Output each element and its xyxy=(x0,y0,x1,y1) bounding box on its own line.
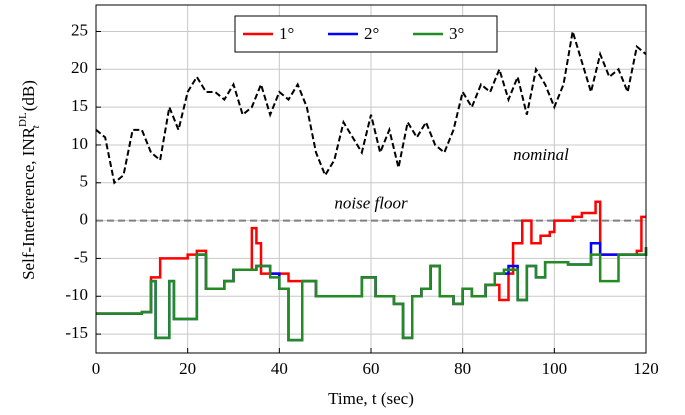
y-tick-label: 25 xyxy=(71,20,88,39)
series-line xyxy=(96,247,648,342)
x-tick-label: 60 xyxy=(363,359,380,378)
y-tick-label: -5 xyxy=(74,247,88,266)
y-tick-label: 20 xyxy=(71,58,88,77)
nominal-line xyxy=(95,31,647,185)
y-tick-label: 10 xyxy=(71,134,88,153)
y-tick-label: 0 xyxy=(80,210,89,229)
y-label-text: Self-Interference, INR xyxy=(19,126,38,280)
nominal-label: nominal xyxy=(513,145,569,164)
x-tick-label: 80 xyxy=(454,359,471,378)
y-tick-label: 15 xyxy=(71,96,88,115)
legend: 1° 2° 3° xyxy=(234,15,498,53)
x-tick-label: 40 xyxy=(271,359,288,378)
y-label-unit: (dB) xyxy=(19,80,38,111)
noise-floor-label: noise floor xyxy=(334,194,408,213)
legend-label: 2° xyxy=(364,24,379,43)
plot-frame xyxy=(95,4,647,354)
x-tick-label: 120 xyxy=(633,359,659,378)
legend-label: 3° xyxy=(449,24,464,43)
y-label-sup: DL xyxy=(17,112,29,127)
y-tick-label: 5 xyxy=(80,172,89,191)
x-tick-label: 0 xyxy=(92,359,101,378)
x-tick-label: 20 xyxy=(179,359,196,378)
x-tick-label: 100 xyxy=(542,359,568,378)
x-axis-label: Time, t (sec) xyxy=(328,389,414,408)
y-tick-label: -10 xyxy=(65,285,88,304)
y-label-sub: t xyxy=(30,124,42,128)
y-tick-label: -15 xyxy=(65,323,88,342)
legend-box xyxy=(234,15,498,53)
y-axis-label: Self-Interference, INRDLt (dB) xyxy=(17,80,42,280)
legend-label: 1° xyxy=(279,24,294,43)
